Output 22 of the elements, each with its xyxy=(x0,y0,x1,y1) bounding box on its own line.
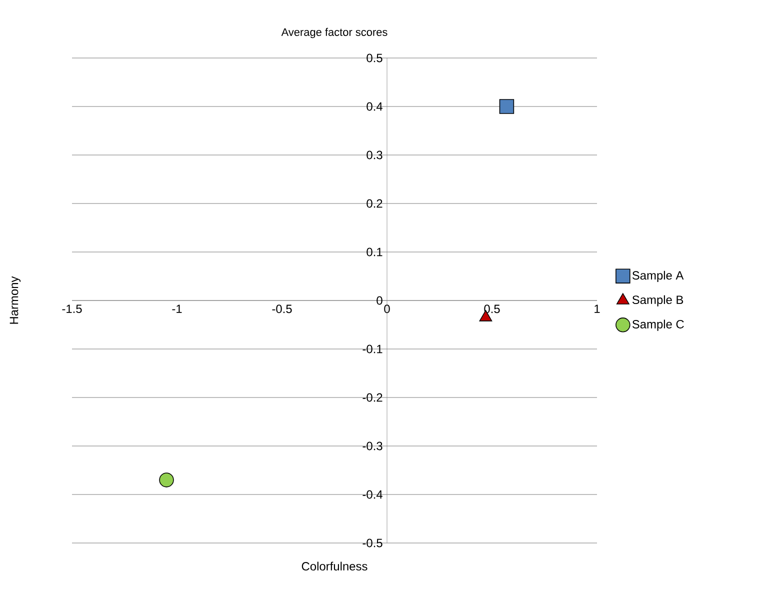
y-tick-label: 0 xyxy=(376,296,382,305)
x-tick-label: -1 xyxy=(172,304,182,313)
y-tick-label: 0.3 xyxy=(366,150,382,160)
y-tick-label: -0.2 xyxy=(362,393,382,402)
y-tick-label: -0.4 xyxy=(362,490,382,499)
y-tick-label: -0.1 xyxy=(362,344,382,354)
x-tick-label: -1.5 xyxy=(62,304,82,314)
y-tick-label: -0.5 xyxy=(362,538,382,548)
x-tick-label: -0.5 xyxy=(272,304,292,314)
legend-label: Sample A xyxy=(632,270,684,282)
y-tick-label: 0.1 xyxy=(366,248,382,256)
x-tick-label: 1 xyxy=(594,304,600,313)
chart-title: Average factor scores xyxy=(281,28,388,38)
y-axis-title: Harmony xyxy=(10,276,21,324)
y-tick-label: 0.5 xyxy=(366,54,382,62)
legend-label: Sample B xyxy=(632,295,684,306)
x-axis-title: Colorfulness xyxy=(302,562,368,571)
legend-label: Sample C xyxy=(632,320,684,331)
x-tick-label: 0 xyxy=(384,304,390,314)
y-tick-label: -0.3 xyxy=(362,442,382,450)
y-tick-label: 0.2 xyxy=(366,199,382,208)
y-tick-label: 0.4 xyxy=(366,102,382,111)
